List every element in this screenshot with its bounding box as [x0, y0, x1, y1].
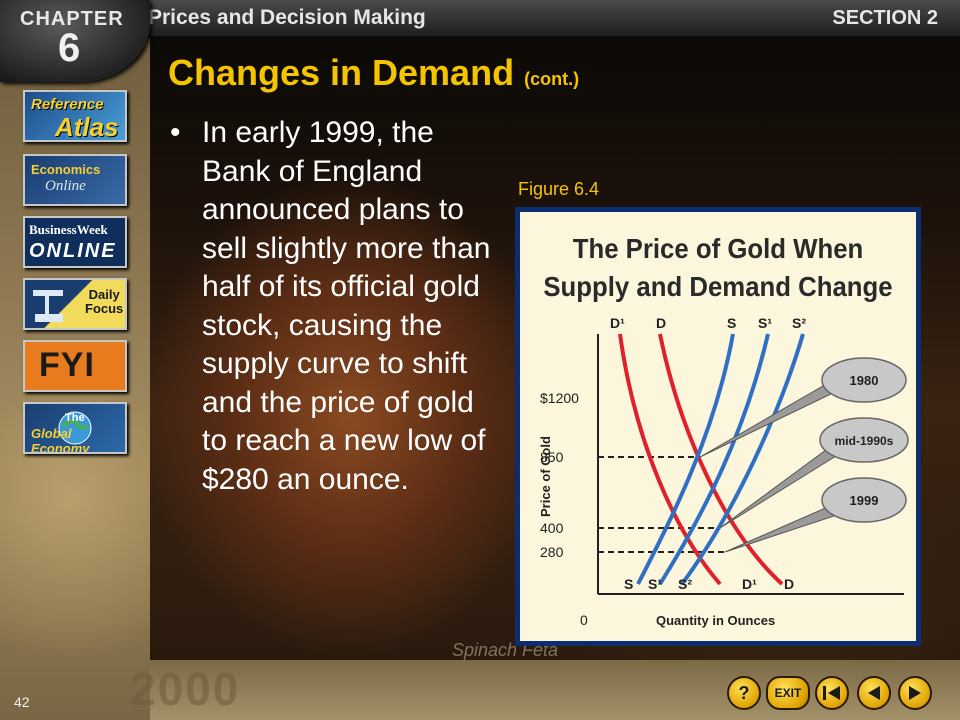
y-tick-1200: $1200: [540, 390, 579, 406]
demand-curve-d1: [618, 333, 722, 586]
top-label-s1: S¹: [758, 315, 772, 331]
top-label-d1: D¹: [610, 315, 625, 331]
bottom-label-d1: D¹: [742, 576, 757, 592]
course-title: Prices and Decision Making: [148, 6, 426, 29]
callout-bubble-1999: [821, 477, 907, 523]
the-label: The: [65, 412, 85, 424]
top-label-s: S: [727, 315, 736, 331]
global-economy-label: Global Economy: [31, 426, 90, 454]
chart-title-line1: The Price of Gold When: [572, 233, 864, 264]
bw-online-label: ONLINE: [29, 240, 117, 262]
globe-icon: [58, 411, 92, 445]
chapter-word: CHAPTER: [20, 8, 124, 30]
section-label: SECTION 2: [832, 7, 938, 29]
next-icon: [909, 686, 921, 700]
slide-title-suffix: (cont.): [524, 69, 580, 89]
first-slide-button[interactable]: [815, 676, 849, 710]
x-axis-label: Quantity in Ounces: [656, 613, 775, 628]
top-label-s2: S²: [792, 315, 806, 331]
chart-title: The Price of Gold When Supply and Demand…: [520, 230, 916, 306]
slide-title-text: Changes in Demand: [168, 52, 515, 93]
gold-chart: 1980 mid-1990s 1999 D¹ D S S¹ S² S S¹ S²…: [538, 315, 909, 628]
top-bar: Prices and Decision Making SECTION 2: [0, 0, 960, 38]
fyi-label: FYI: [39, 346, 95, 384]
bottom-label-s1: S¹: [648, 576, 662, 592]
callout-text-mid1990s: mid-1990s: [835, 434, 894, 448]
supply-curve-s: [636, 333, 735, 585]
supply-curve-s2: [680, 333, 805, 586]
businessweek-online-button[interactable]: BusinessWeek ONLINE: [23, 216, 127, 268]
demand-curve-d: [658, 333, 784, 586]
figure-label: Figure 6.4: [518, 179, 600, 199]
coin-engraving: 2000: [130, 663, 241, 715]
bottom-label-s2: S²: [678, 576, 692, 592]
daily-focus-label: Daily Focus: [85, 287, 124, 316]
economics-online-button[interactable]: Economics Online: [23, 154, 127, 206]
callout-text-1980: 1980: [850, 373, 879, 388]
first-icon: [823, 686, 840, 700]
top-label-d: D: [656, 315, 666, 331]
y-tick-850: 850: [540, 449, 564, 465]
exit-button[interactable]: EXIT: [766, 676, 810, 710]
page-number: 42: [14, 694, 30, 710]
slide-title: Changes in Demand (cont.): [168, 52, 579, 94]
chapter-number: 6: [58, 26, 81, 70]
online-label: Online: [45, 178, 86, 194]
economics-label: Economics: [31, 162, 101, 177]
y-axis-label: Price of Gold: [538, 436, 553, 517]
supply-curve-s1: [658, 333, 770, 586]
figure-inner: The Price of Gold When Supply and Demand…: [520, 212, 916, 641]
reference-atlas-button[interactable]: Reference Atlas: [23, 90, 127, 142]
fyi-button[interactable]: FYI: [23, 340, 127, 392]
bullet-text: In early 1999, the Bank of England annou…: [202, 116, 491, 496]
prev-icon: [868, 686, 880, 700]
callout-bubble-mid1990s: [819, 417, 909, 463]
bottom-label-s: S: [624, 576, 633, 592]
projector-icon: [33, 290, 63, 322]
help-button[interactable]: ?: [727, 676, 761, 710]
global-economy-button[interactable]: The Global Economy: [23, 402, 127, 454]
callout-bubble-1980: [821, 357, 907, 403]
origin-label: 0: [580, 612, 588, 628]
prev-slide-button[interactable]: [857, 676, 891, 710]
callout-text-1999: 1999: [850, 493, 879, 508]
bullet-dot: •: [170, 116, 181, 149]
daily-focus-button[interactable]: Daily Focus: [23, 278, 127, 330]
businessweek-label: BusinessWeek: [29, 222, 108, 237]
bottom-label-d: D: [784, 576, 794, 592]
chart-title-line2: Supply and Demand Change: [543, 271, 893, 302]
y-tick-400: 400: [540, 520, 564, 536]
figure-panel: The Price of Gold When Supply and Demand…: [515, 207, 921, 646]
atlas-label: Atlas: [55, 112, 119, 142]
next-slide-button[interactable]: [898, 676, 932, 710]
y-tick-280: 280: [540, 544, 564, 560]
reference-label: Reference: [31, 96, 104, 113]
